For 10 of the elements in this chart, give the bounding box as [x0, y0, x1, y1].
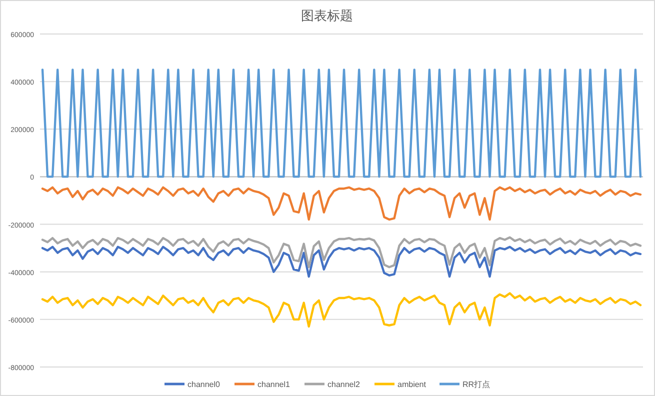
line-series [41, 292, 642, 328]
legend-label: RR打点 [462, 380, 490, 389]
legend-label: channel0 [188, 380, 221, 389]
legend-label: channel1 [258, 380, 291, 389]
chart-title: 图表标题 [301, 8, 353, 23]
line-series [41, 236, 642, 268]
legend-label: channel2 [328, 380, 361, 389]
line-series [41, 186, 642, 221]
legend-label: ambient [398, 380, 427, 389]
line-series [41, 246, 642, 278]
